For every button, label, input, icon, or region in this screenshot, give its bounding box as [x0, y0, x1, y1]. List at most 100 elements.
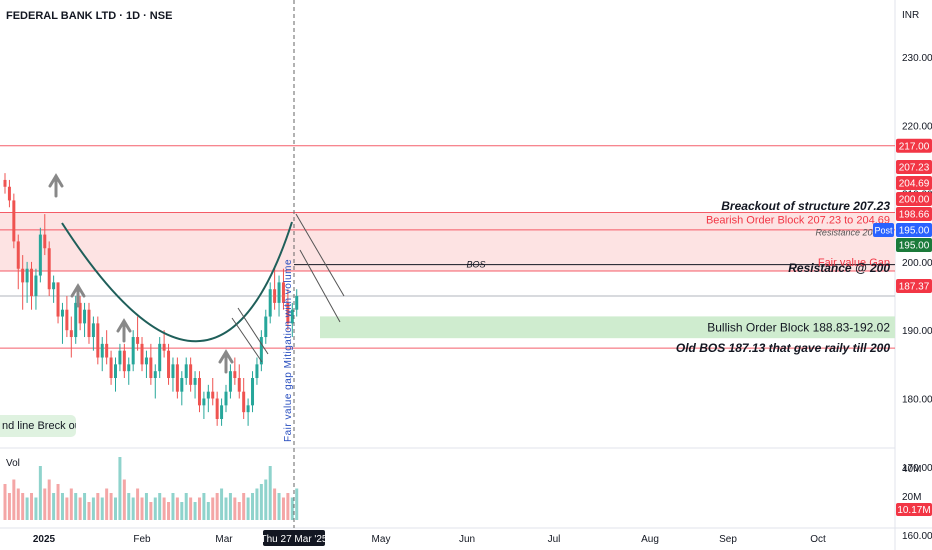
- candle-body: [224, 391, 228, 406]
- candle-body: [158, 343, 162, 372]
- annotation-resistance-small: Resistance 204.69: [815, 227, 890, 237]
- x-tick-label: Jun: [459, 534, 475, 545]
- candle-body: [228, 371, 232, 392]
- volume-label: Vol: [6, 458, 20, 469]
- annotation-breakout: Breackout of structure 207.23: [721, 199, 890, 213]
- candle-body: [38, 234, 42, 276]
- volume-bar: [140, 497, 144, 520]
- candle-body: [56, 282, 60, 317]
- volume-bar: [211, 497, 215, 520]
- volume-bar: [268, 466, 272, 520]
- candle-body: [43, 234, 47, 249]
- last-volume-label: 10.17M: [897, 505, 930, 516]
- volume-bar: [25, 497, 29, 520]
- candle-body: [131, 337, 135, 365]
- candle-body: [47, 248, 51, 290]
- candle-body: [25, 268, 29, 283]
- candle-body: [100, 343, 104, 358]
- volume-bar: [60, 493, 64, 520]
- volume-bar: [286, 493, 290, 520]
- candle-body: [171, 364, 175, 379]
- volume-bar: [91, 497, 95, 520]
- price-label-tag: [896, 223, 932, 237]
- volume-bar: [251, 493, 255, 520]
- volume-bar: [69, 488, 73, 520]
- volume-bar: [162, 497, 166, 520]
- cup-curve: [61, 221, 293, 343]
- volume-bar: [259, 484, 263, 520]
- x-tick-label: Sep: [719, 534, 737, 545]
- volume-bar: [158, 493, 162, 520]
- volume-bar: [171, 493, 175, 520]
- volume-bar: [47, 479, 51, 520]
- candle-body: [220, 405, 224, 419]
- price-label: 207.23: [899, 163, 930, 174]
- y-tick-label: 200.00: [902, 258, 932, 269]
- volume-bar: [255, 488, 259, 520]
- volume-bar: [295, 488, 299, 520]
- candles: [3, 173, 299, 426]
- candle-body: [52, 282, 56, 290]
- volume-bar: [264, 479, 268, 520]
- volume-bar: [16, 488, 20, 520]
- chart-drawings: [48, 0, 345, 528]
- volume-bar: [7, 493, 11, 520]
- candle-body: [175, 364, 179, 392]
- candle-body: [255, 364, 259, 379]
- price-label-tag: [896, 238, 932, 252]
- candle-body: [74, 302, 78, 338]
- candle-body: [268, 289, 272, 317]
- candle-body: [83, 309, 87, 324]
- y-tick-label: 190.00: [902, 326, 932, 337]
- price-label: 195.00: [899, 226, 930, 237]
- volume-bar: [109, 493, 113, 520]
- candle-body: [202, 398, 206, 406]
- volume-bars: [3, 457, 299, 520]
- volume-bar: [56, 484, 60, 520]
- candle-body: [206, 391, 210, 399]
- candle-body: [12, 200, 16, 242]
- candle-body: [91, 323, 95, 338]
- y-tick-label: 180.00: [902, 395, 932, 406]
- candle-body: [237, 378, 241, 392]
- candle-body: [60, 309, 64, 317]
- volume-bar: [237, 502, 241, 520]
- candle-body: [136, 337, 140, 344]
- candle-body: [193, 378, 197, 385]
- candle-body: [197, 378, 201, 406]
- volume-bar: [189, 497, 193, 520]
- price-axis: 230.00220.00210.00200.00190.00180.00170.…: [33, 53, 932, 546]
- annotation-bos: BOS: [466, 260, 485, 270]
- channel-line-4: [299, 249, 341, 323]
- volume-bar: [83, 493, 87, 520]
- channel-line-2: [231, 317, 263, 363]
- volume-bar: [281, 497, 285, 520]
- price-label: 198.66: [899, 210, 930, 221]
- candle-body: [162, 343, 166, 351]
- volume-bar: [100, 497, 104, 520]
- volume-bar: [74, 493, 78, 520]
- volume-bar: [136, 488, 140, 520]
- volume-bar: [246, 497, 250, 520]
- annotation-text: Breackout of structure 207.23 Bearish Ord…: [283, 199, 890, 442]
- candle-body: [189, 364, 193, 385]
- price-label-tag: [896, 176, 932, 190]
- arrow-marks: [48, 173, 234, 374]
- y-tick-label: 170.00: [902, 463, 932, 474]
- candle-body: [118, 350, 122, 365]
- annotation-fvg-mitigation: Fair value gap Mitigation with volume: [283, 259, 294, 442]
- volume-bar: [122, 479, 126, 520]
- candle-body: [127, 364, 131, 372]
- x-tick-label: Oct: [810, 534, 826, 545]
- price-label-tag: [896, 279, 932, 293]
- candle-body: [167, 350, 171, 379]
- bullish-order-block-zone: [320, 316, 895, 339]
- volume-bar: [167, 502, 171, 520]
- candle-body: [87, 309, 91, 338]
- volume-bar: [290, 497, 294, 520]
- volume-bar: [197, 497, 201, 520]
- annotation-bullish-ob: Bullish Order Block 188.83-192.02: [707, 320, 890, 334]
- trendline-badge[interactable]: nd line Breck out: [0, 415, 76, 437]
